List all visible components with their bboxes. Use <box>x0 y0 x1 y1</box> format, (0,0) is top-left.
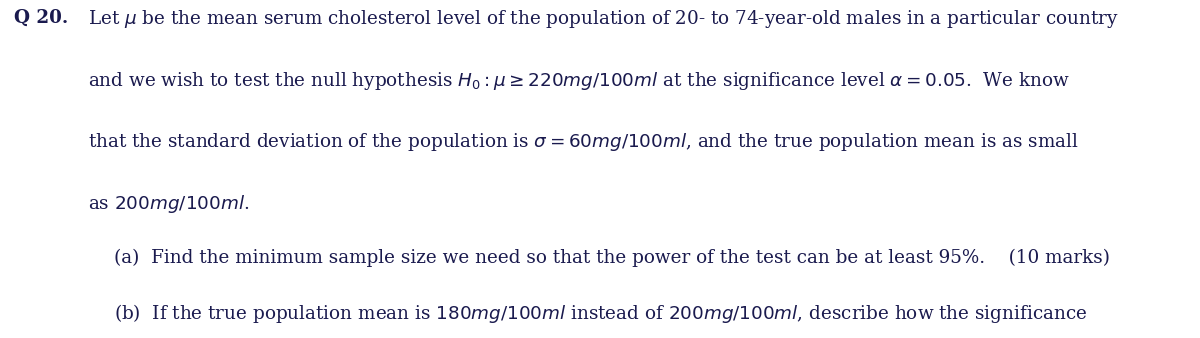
Text: Q 20.: Q 20. <box>14 8 68 26</box>
Text: as $200mg/100ml$.: as $200mg/100ml$. <box>88 193 248 215</box>
Text: and we wish to test the null hypothesis $H_0 : \mu \geq 220mg/100ml$ at the sign: and we wish to test the null hypothesis … <box>88 70 1069 92</box>
Text: (b)  If the true population mean is $180mg/100ml$ instead of $200mg/100ml$, desc: (b) If the true population mean is $180m… <box>114 302 1087 325</box>
Text: (a)  Find the minimum sample size we need so that the power of the test can be a: (a) Find the minimum sample size we need… <box>114 248 1110 267</box>
Text: that the standard deviation of the population is $\sigma = 60mg/100ml$, and the : that the standard deviation of the popul… <box>88 131 1079 153</box>
Text: Let $\mu$ be the mean serum cholesterol level of the population of 20- to 74-yea: Let $\mu$ be the mean serum cholesterol … <box>88 8 1118 30</box>
